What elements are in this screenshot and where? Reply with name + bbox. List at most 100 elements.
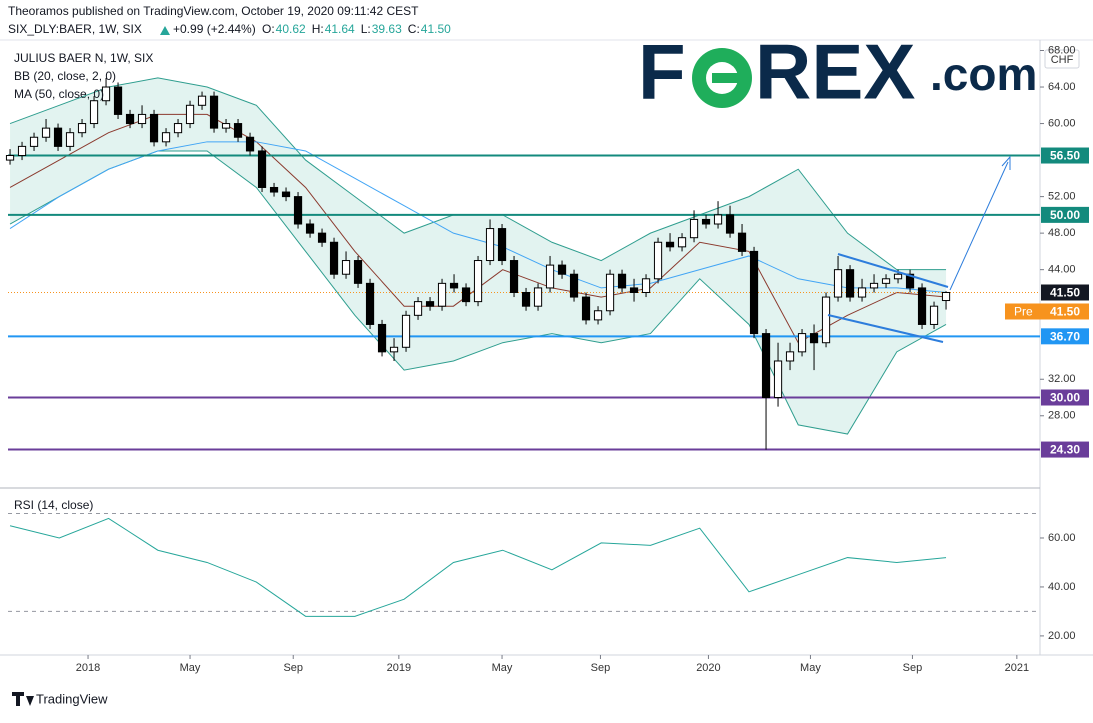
candle-body [173,123,183,134]
candle-body [857,287,867,298]
candle-body [17,145,27,157]
level-label-box [1041,441,1089,458]
x-tick-label: Sep [903,662,923,674]
rsi-label: RSI (14, close) [14,498,93,512]
candle-body [413,301,423,316]
y-tick-label: 48.00 [1048,227,1076,239]
candle-body [581,296,591,321]
currency-box [1044,49,1080,69]
x-tick-label: May [800,662,821,674]
level-label: 36.70 [1050,329,1080,343]
candle-body [773,360,783,399]
candle-body [449,282,459,289]
candle-body [677,237,687,248]
level-label-box [1041,206,1089,223]
y-tick-label: 52.00 [1048,191,1076,203]
candle-body [293,196,303,225]
x-tick-label: 2019 [387,662,411,674]
candle-body [365,282,375,325]
candle-body [101,86,111,102]
up-arrow [160,26,170,35]
candle-body [617,273,627,289]
x-tick-label: Sep [591,662,611,674]
candle-body [125,113,135,125]
candle-body [65,132,75,147]
candle-body [749,250,759,335]
logo: F REX .com [638,28,1037,116]
candle-body [305,223,315,234]
candle-body [797,333,807,353]
ohlc: O: 40.62 H: 41.64 L: 39.63 C: 41.50 [262,22,451,36]
candle-body [761,333,771,399]
candle-body [941,291,951,302]
trendlines [827,155,1011,343]
candle-body [713,214,723,225]
ohlc-value: 41.64 [325,22,355,36]
candle-body [821,296,831,344]
level-label: 24.30 [1050,443,1080,457]
candle-body [545,264,555,289]
candle-body [593,310,603,321]
x-tick-label: May [180,662,201,674]
tv-icon [12,692,34,706]
candle-body [653,241,663,280]
level-label-box [1041,147,1089,164]
candle-body [377,323,387,353]
candle-body [281,191,291,198]
candle-body [833,269,843,298]
rsi-line [9,517,947,617]
last-price-box [1041,284,1089,301]
ma-label: MA (50, close, 0) [14,87,104,101]
candle-body [905,273,915,289]
candle-body [137,113,147,125]
logo-letter: F [638,28,686,116]
candle-body [341,260,351,275]
rsi-tick-label: 20.00 [1048,630,1076,642]
publisher: Theoramos published on TradingView.com, … [8,4,419,18]
last-price-label: 41.50 [1050,286,1080,300]
logo-suffix: .com [930,48,1037,100]
candle-body [437,282,447,307]
y-tick-label: 68.00 [1048,44,1076,56]
change: +0.99 (+2.44%) [173,22,256,36]
y-tick-label: 32.00 [1048,373,1076,385]
currency: CHF [1051,54,1074,66]
candle-body [221,123,231,129]
candle-body [317,232,327,243]
plot [5,77,1040,451]
candle-body [809,333,819,344]
candle-body [869,282,879,289]
candle-body [665,241,675,248]
level-label: 30.00 [1050,391,1080,405]
bb-label: BB (20, close, 2, 0) [14,69,116,83]
candle-body [737,232,747,252]
candle-body [929,305,939,325]
ohlc-value: 40.62 [276,22,306,36]
candle-body [89,100,99,125]
candle-body [185,104,195,125]
candle-body [77,123,87,134]
candle-body [497,228,507,262]
candle-body [881,278,891,284]
ohlc-label: H: [312,22,324,36]
ohlc-value: 39.63 [372,22,402,36]
candle-body [425,301,435,307]
candle-body [533,287,543,307]
footer: TradingView [36,691,108,706]
candle-body [917,287,927,325]
level-label: 50.00 [1050,208,1080,222]
y-tick-label: 28.00 [1048,410,1076,422]
candle-body [245,136,255,152]
level-label-box [1041,328,1089,345]
candle-body [893,273,903,280]
y-tick-label: 60.00 [1048,117,1076,129]
rsi-tick-label: 60.00 [1048,532,1076,544]
candle-body [557,264,567,275]
candle-body [509,260,519,293]
candle-body [641,278,651,293]
candle-body [785,351,795,362]
candle-body [197,95,207,106]
candle-body [629,287,639,293]
forecast-arrow [949,161,1009,291]
